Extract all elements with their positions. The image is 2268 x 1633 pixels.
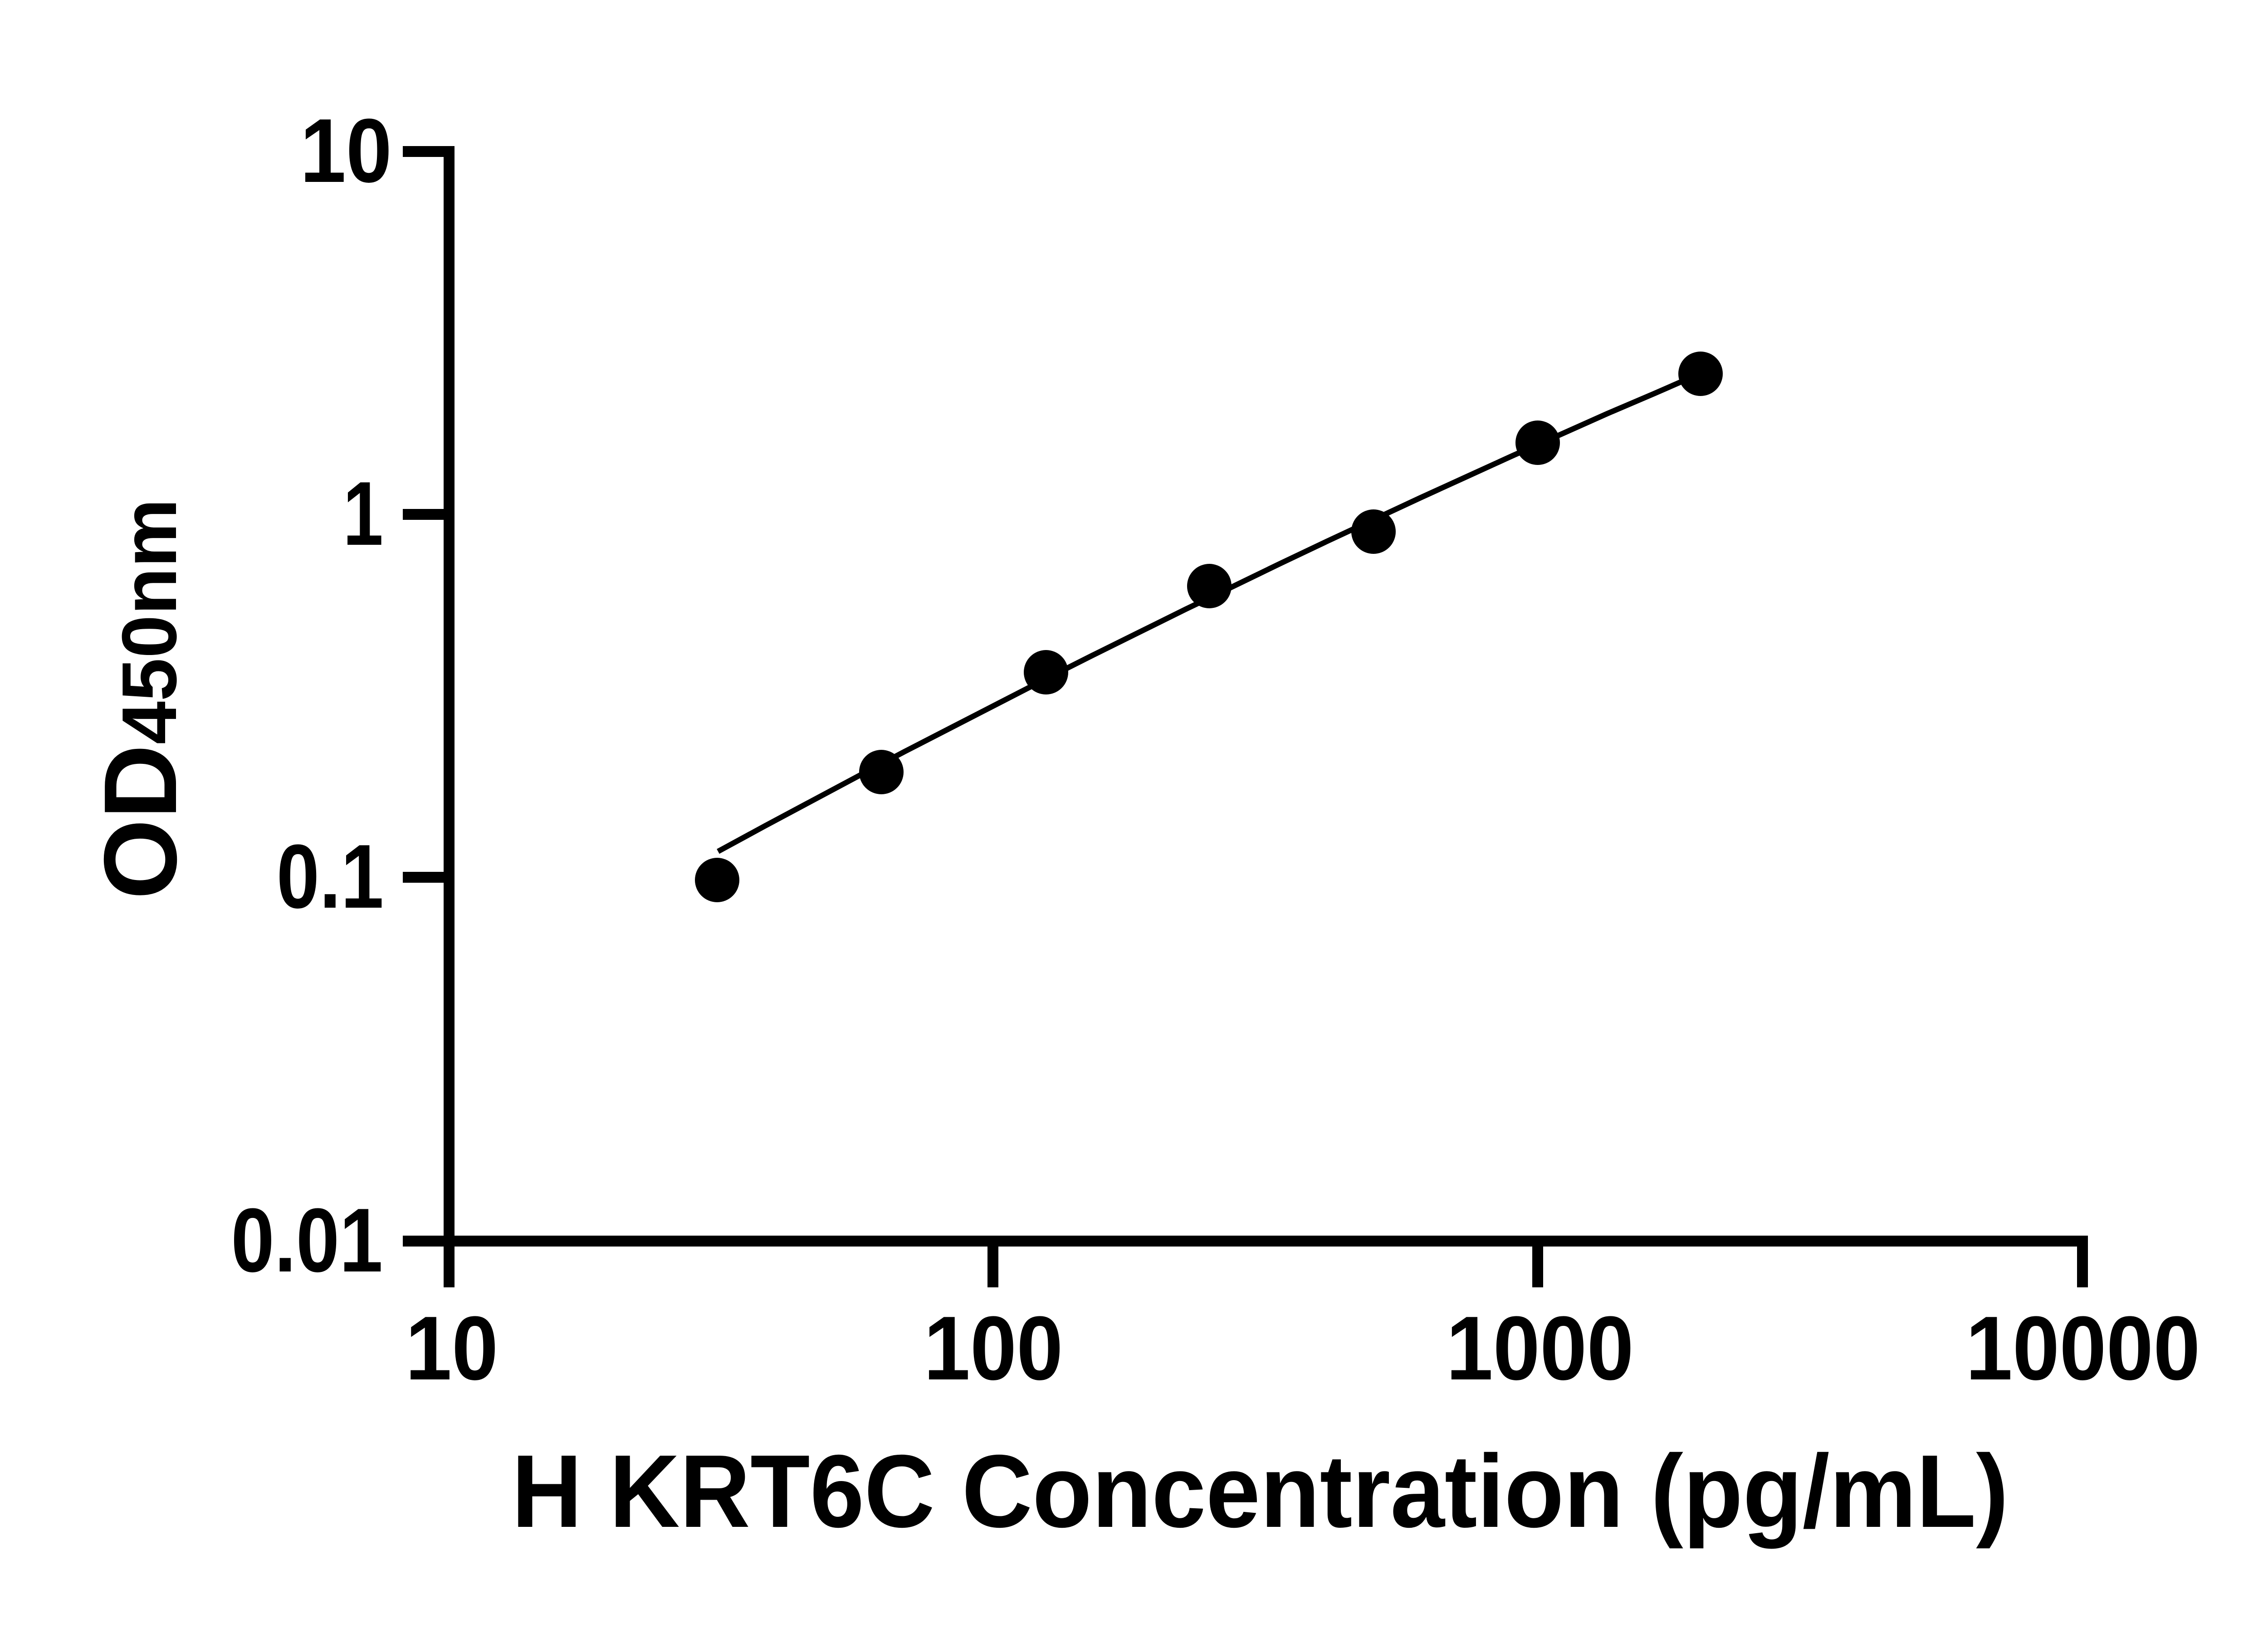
svg-text:H KRT6C Concentration (pg/mL): H KRT6C Concentration (pg/mL): [512, 1434, 2009, 1549]
svg-text:1: 1: [343, 463, 383, 564]
svg-text:10000: 10000: [1965, 1297, 2200, 1399]
svg-text:0.1: 0.1: [277, 826, 384, 927]
svg-text:10: 10: [300, 100, 392, 201]
svg-text:1000: 1000: [1446, 1297, 1634, 1399]
svg-text:OD450nm: OD450nm: [83, 499, 198, 900]
svg-text:10: 10: [406, 1297, 499, 1399]
svg-text:0.01: 0.01: [231, 1189, 383, 1291]
svg-text:100: 100: [924, 1297, 1063, 1399]
